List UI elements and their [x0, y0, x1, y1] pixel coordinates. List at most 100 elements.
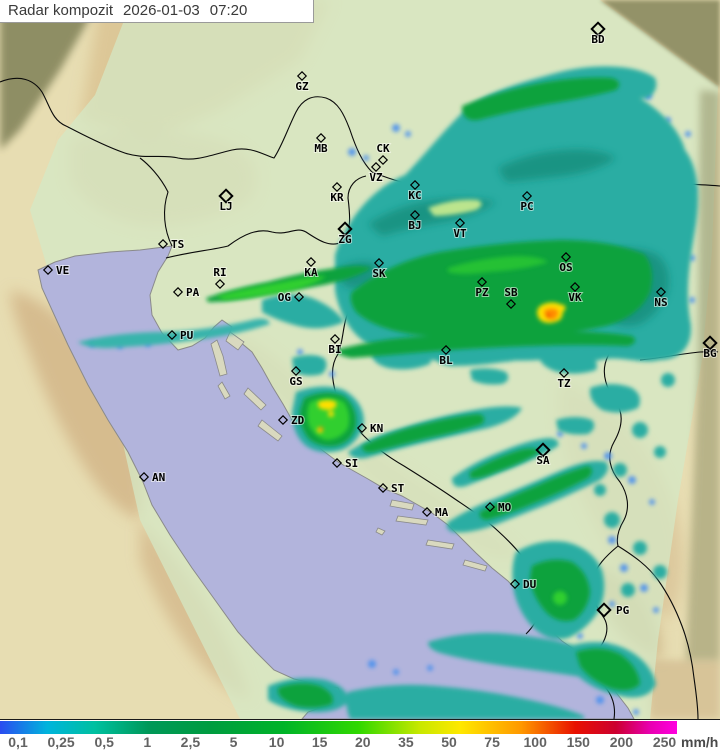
radar-echoes [78, 66, 698, 719]
station-label: TS [171, 238, 184, 251]
intensity-legend: 0,1 0,25 0,5 1 2,5 5 10 15 20 35 50 75 100 150 200 250 … [0, 719, 720, 751]
out-of-range-strip [686, 90, 720, 660]
station-label: KR [330, 191, 344, 204]
station-diamond-icon [509, 578, 521, 590]
station-label: BJ [408, 219, 421, 232]
station-label: CK [376, 142, 390, 155]
station-diamond-icon [42, 264, 54, 276]
legend-unit: mm/h [681, 734, 719, 750]
station-label: NS [654, 296, 667, 309]
legend-gradient-bar [0, 721, 677, 734]
legend-tick-label: 200 [609, 734, 634, 750]
legend-tick-label: 1 [143, 734, 152, 750]
station-diamond-icon [409, 209, 421, 221]
legend-tick-label: 10 [268, 734, 285, 750]
islands [210, 331, 488, 572]
legend-tick-label: 2,5 [180, 734, 201, 750]
station-label: MA [435, 506, 449, 519]
station-label: BG [703, 347, 717, 360]
station-label: LJ [219, 200, 232, 213]
legend-tick-labels: 0,1 0,25 0,5 1 2,5 5 10 15 20 35 50 75 100 150 200 250 [0, 734, 720, 751]
station-label: PU [180, 329, 194, 342]
station-label: GZ [295, 80, 309, 93]
legend-tick-label: 0,1 [8, 734, 28, 750]
legend-tick-label: 75 [484, 734, 500, 750]
station-diamond-icon [377, 482, 389, 494]
station-label: MO [498, 501, 512, 514]
station-diamond-icon [214, 278, 226, 290]
station-label: ZD [291, 414, 305, 427]
station-diamond-icon [305, 256, 317, 268]
station-diamond-icon [558, 367, 570, 379]
station-label: OS [559, 261, 572, 274]
station-label: VK [568, 291, 582, 304]
station-label: PZ [475, 286, 489, 299]
station-label: GS [289, 375, 302, 388]
station-diamond-icon [370, 161, 382, 173]
station-diamond-icon [315, 132, 327, 144]
legend-tick-label: 150 [566, 734, 590, 750]
station-diamond-icon [702, 335, 718, 351]
station-diamond-icon [296, 70, 308, 82]
station-label: BD [591, 33, 605, 46]
station-diamond-icon [166, 329, 178, 341]
legend-tick-label: 100 [523, 734, 547, 750]
station-diamond-icon [331, 457, 343, 469]
station-diamond-icon [409, 179, 421, 191]
station-diamond-icon [569, 281, 581, 293]
legend-tick-label: 0,5 [94, 734, 114, 750]
station-label: PG [616, 604, 630, 617]
station-label: TZ [557, 377, 571, 390]
station-diamond-icon [484, 501, 496, 513]
legend-tick-label: 50 [441, 734, 457, 750]
station-diamond-icon [293, 291, 305, 303]
radar-map: BD GZ MB CK VZ KR KC LJ ZG BJ VT PC TS VE RI PA KA SK OS PU… [0, 0, 720, 720]
legend-tick-label: 20 [355, 734, 371, 750]
station-diamond-icon [138, 471, 150, 483]
station-label: AN [152, 471, 165, 484]
station-diamond-icon [590, 21, 606, 37]
station-label: SK [372, 267, 386, 280]
legend-tick-label: 5 [229, 734, 238, 750]
station-diamond-icon [505, 298, 517, 310]
station-label: DU [523, 578, 537, 591]
station-label: VE [56, 264, 69, 277]
station-label: BI [328, 343, 341, 356]
station-label: MB [314, 142, 328, 155]
station-diamond-icon [172, 286, 184, 298]
station-diamond-icon [596, 602, 612, 618]
station-diamond-icon [290, 365, 302, 377]
station-diamond-icon [454, 217, 466, 229]
station-diamond-icon [476, 276, 488, 288]
station-diamond-icon [440, 344, 452, 356]
station-diamond-icon [356, 422, 368, 434]
station-diamond-icon [329, 333, 341, 345]
station-label: RI [213, 266, 226, 279]
station-label: ST [391, 482, 405, 495]
station-label: PA [186, 286, 200, 299]
out-of-range-corner [600, 0, 720, 88]
station-diamond-icon [377, 154, 389, 166]
station-diamond-icon [421, 506, 433, 518]
station-diamond-icon [535, 442, 551, 458]
station-label: PC [520, 200, 533, 213]
station-diamond-icon [655, 286, 667, 298]
station-diamond-icon [277, 414, 289, 426]
station-label: VZ [369, 171, 383, 184]
radar-map-canvas: BD GZ MB CK VZ KR KC LJ ZG BJ VT PC TS VE RI PA KA SK OS PU… [0, 0, 720, 720]
legend-tick-label: 35 [398, 734, 414, 750]
product-title: Radar kompozit [8, 2, 114, 19]
station-markers: BD GZ MB CK VZ KR KC LJ ZG BJ VT PC TS VE RI PA KA SK OS PU… [42, 21, 718, 618]
station-label: BL [439, 354, 453, 367]
station-diamond-icon [218, 188, 234, 204]
station-label: VT [453, 227, 467, 240]
station-diamond-icon [337, 221, 353, 237]
legend-tick-label: 250 [652, 734, 677, 750]
product-date: 2026-01-03 [123, 2, 200, 19]
product-time: 07:20 [209, 2, 248, 19]
station-diamond-icon [560, 251, 572, 263]
station-label: KA [304, 266, 318, 279]
station-diamond-icon [521, 190, 533, 202]
station-label: OG [278, 291, 292, 304]
